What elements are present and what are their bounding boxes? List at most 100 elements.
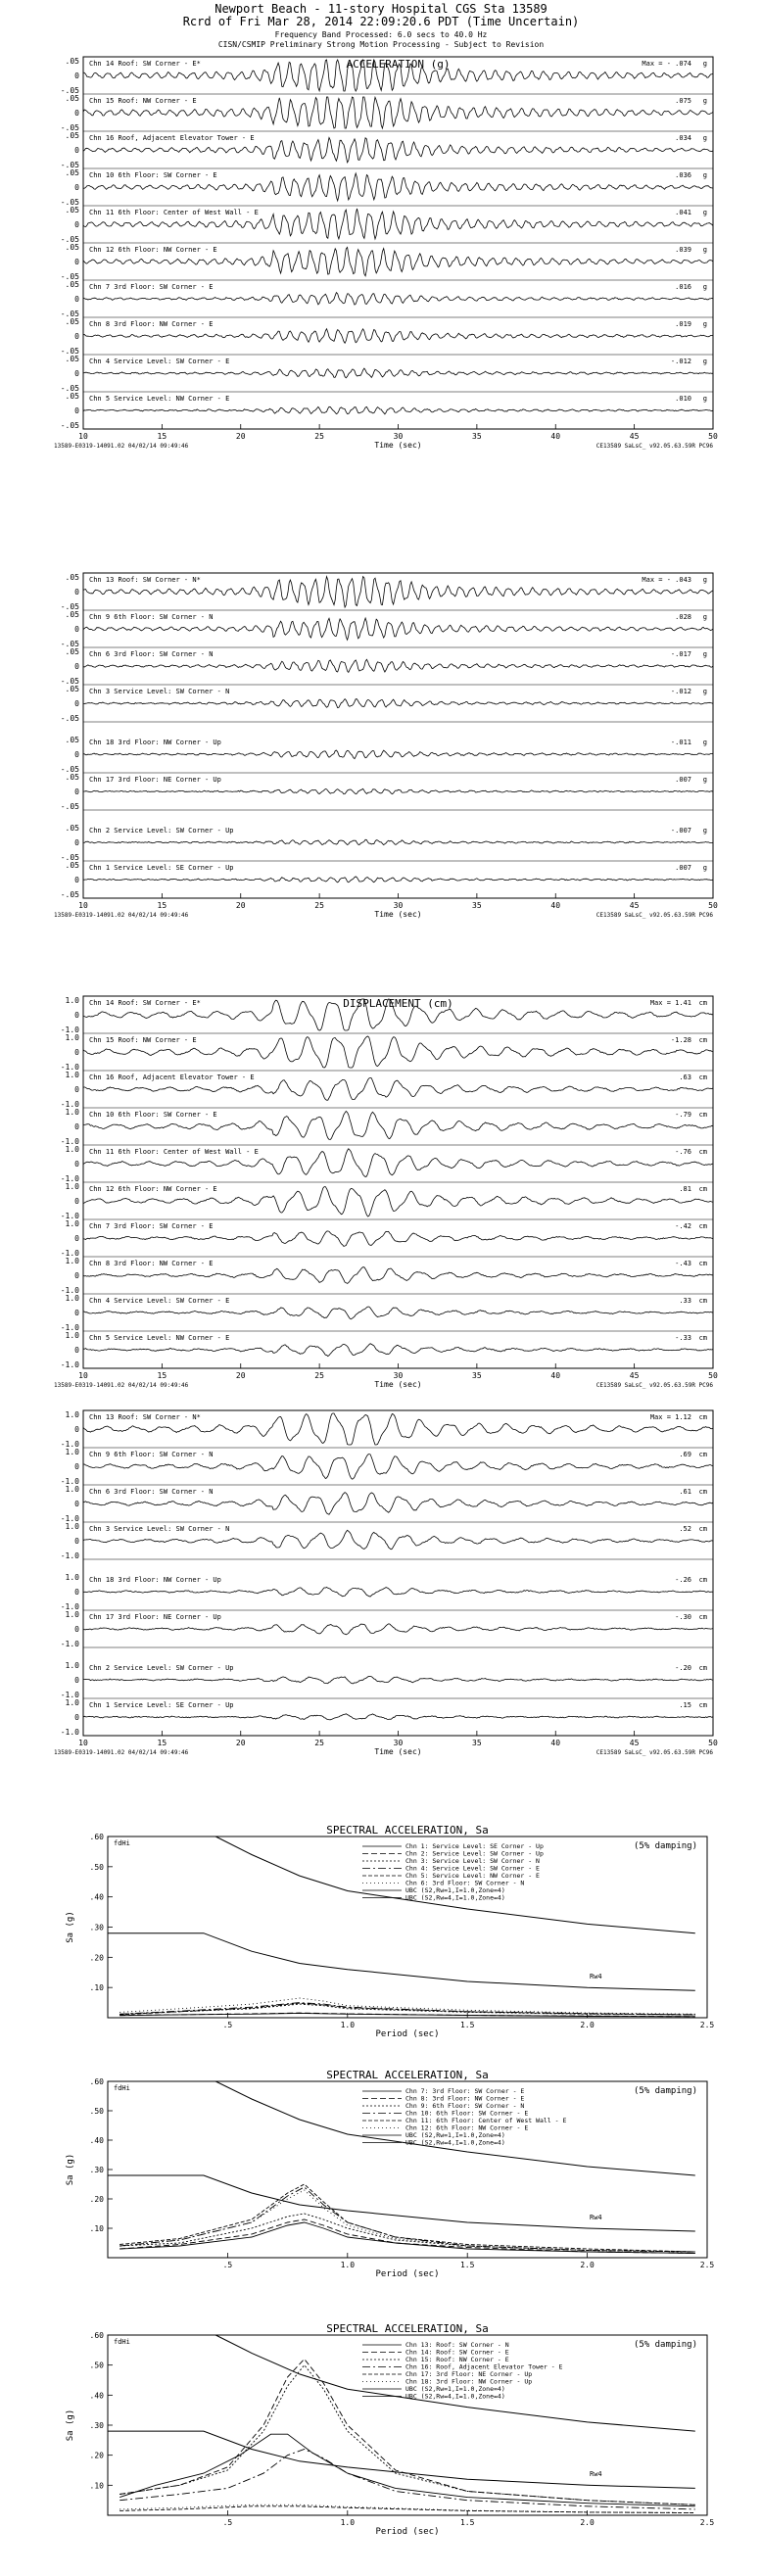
waveform-trace <box>82 1412 714 1446</box>
waveform-trace <box>82 1110 714 1140</box>
track-max-value: -.007 <box>671 827 691 835</box>
track-label: Chn 10 6th Floor: SW Corner - E <box>89 171 217 179</box>
track-ytick-top: .05 <box>66 824 80 833</box>
track-ytick-zero: 0 <box>74 369 79 378</box>
track-ytick-zero: 0 <box>74 750 79 759</box>
track-unit: cm <box>699 1451 707 1458</box>
track-ytick-bottom: -.05 <box>61 235 79 244</box>
track-ytick-zero: 0 <box>74 1462 79 1471</box>
track-ytick-top: 1.0 <box>66 1661 80 1670</box>
y-tick-label: .10 <box>90 1983 105 1992</box>
ubc-design-curve <box>214 2334 695 2432</box>
processing-id-footer: CE13589 SaLsC_ v92.05.63.59R PC96 <box>596 1382 714 1389</box>
track-max-value: .61 <box>679 1488 691 1496</box>
track-unit: cm <box>699 1111 707 1119</box>
legend-entry: Chn 13: Roof: SW Corner - N <box>405 2341 509 2349</box>
y-tick-label: .50 <box>90 2107 105 2116</box>
spectrum-series-line <box>119 2221 695 2254</box>
track-unit: cm <box>699 1488 707 1496</box>
track-unit: cm <box>699 1185 707 1193</box>
track-unit: g <box>703 576 707 584</box>
track-ytick-top: .05 <box>66 736 80 744</box>
track-max-value: .019 <box>675 320 691 328</box>
legend-entry: Chn 15: Roof: NW Corner - E <box>405 2356 509 2363</box>
track-max-value: -.43 <box>675 1260 691 1267</box>
track-ytick-zero: 0 <box>74 406 79 415</box>
track-ytick-zero: 0 <box>74 625 79 634</box>
track-ytick-bottom: -.05 <box>61 123 79 132</box>
track-ytick-bottom: -1.0 <box>61 1602 79 1611</box>
track-ytick-bottom: -.05 <box>61 602 79 611</box>
waveform-trace <box>82 1266 713 1284</box>
track-max-value: .036 <box>675 171 691 179</box>
x-tick-label: 10 <box>78 901 88 910</box>
track-ytick-top: .05 <box>66 280 80 289</box>
legend-entry: Chn 1: Service Level: SE Corner - Up <box>405 1842 544 1850</box>
spectrum-series-line <box>119 1997 695 2015</box>
x-tick-label: 20 <box>236 432 246 441</box>
track-ytick-top: .05 <box>66 861 80 870</box>
x-axis-label: Period (sec) <box>375 2029 439 2039</box>
waveform-trace <box>82 616 714 642</box>
legend-entry: Chn 2: Service Level: SW Corner - Up <box>405 1850 544 1858</box>
track-max-value: .075 <box>675 97 691 105</box>
track-max-value: Max = - .043 <box>642 576 691 584</box>
track-max-value: .041 <box>675 209 691 216</box>
track-ytick-zero: 0 <box>74 1085 79 1094</box>
track-ytick-zero: 0 <box>74 1122 79 1131</box>
legend-entry: UBC (S2,Rw=1,I=1.0,Zone=4) <box>405 2131 505 2139</box>
x-tick-label: .5 <box>223 2518 233 2527</box>
track-ytick-bottom: -.05 <box>61 86 79 95</box>
x-tick-label: 25 <box>314 1371 324 1380</box>
legend-entry: UBC (S2,Rw=1,I=1.0,Zone=4) <box>405 2385 505 2393</box>
x-tick-label: 15 <box>158 1739 167 1747</box>
ubc-design-curve <box>108 2174 695 2232</box>
legend-entry: Chn 4: Service Level: SW Corner - E <box>405 1865 540 1873</box>
x-tick-label: 50 <box>708 1739 718 1747</box>
track-unit: cm <box>699 1222 707 1230</box>
track-label: Chn 14 Roof: SW Corner - E* <box>89 999 201 1007</box>
x-tick-label: 1.0 <box>341 2261 356 2269</box>
track-ytick-bottom: -1.0 <box>61 1728 79 1737</box>
track-label: Chn 8 3rd Floor: NW Corner - E <box>89 320 213 328</box>
track-ytick-zero: 0 <box>74 295 79 304</box>
waveform-trace <box>82 1675 714 1685</box>
track-label: Chn 18 3rd Floor: NW Corner - Up <box>89 1576 221 1584</box>
track-unit: g <box>703 134 707 142</box>
track-label: Chn 4 Service Level: SW Corner - E <box>89 1297 229 1305</box>
processing-id-footer: CE13589 SaLsC_ v92.05.63.59R PC96 <box>596 1749 714 1756</box>
track-label: Chn 9 6th Floor: SW Corner - N <box>89 613 213 621</box>
track-ytick-bottom: -1.0 <box>61 1477 79 1486</box>
track-unit: cm <box>699 1613 707 1621</box>
track-unit: g <box>703 613 707 621</box>
track-max-value: -.79 <box>675 1111 691 1119</box>
x-tick-label: 1.0 <box>341 2518 356 2527</box>
x-tick-label: 25 <box>314 901 324 910</box>
track-ytick-zero: 0 <box>74 876 79 884</box>
waveform-trace <box>82 1454 713 1480</box>
frequency-band-note: Frequency Band Processed: 6.0 secs to 40… <box>274 30 488 39</box>
waveform-trace <box>82 658 714 674</box>
x-tick-label: 10 <box>78 1371 88 1380</box>
track-ytick-zero: 0 <box>74 1588 79 1597</box>
y-tick-label: .40 <box>90 1893 105 1902</box>
track-ytick-bottom: -1.0 <box>61 1514 79 1523</box>
x-axis-label: Time (sec) <box>374 1747 421 1756</box>
processing-id-footer: CE13589 SaLsC_ v92.05.63.59R PC96 <box>596 443 714 450</box>
panel-frame-1 <box>82 572 714 899</box>
track-unit: g <box>703 209 707 216</box>
track-max-value: -.30 <box>675 1613 691 1621</box>
track-label: Chn 6 3rd Floor: SW Corner - N <box>89 1488 213 1496</box>
track-ytick-top: 1.0 <box>66 1108 80 1117</box>
legend-entry: UBC (S2,Rw=4,I=1.0,Zone=4) <box>405 2139 505 2147</box>
record-id-footer: 13589-E0319-14091.02 04/02/14 09:49:46 <box>54 1749 189 1756</box>
x-axis-label: Time (sec) <box>374 910 421 919</box>
track-label: Chn 4 Service Level: SW Corner - E <box>89 358 229 365</box>
spectrum-series-line <box>119 2218 695 2254</box>
track-ytick-top: 1.0 <box>66 1294 80 1303</box>
legend-entry: Chn 11: 6th Floor: Center of West Wall -… <box>405 2117 566 2124</box>
track-ytick-bottom: -.05 <box>61 421 79 430</box>
track-label: Chn 12 6th Floor: NW Corner - E <box>89 246 217 254</box>
spectrum-series-line <box>119 2433 695 2507</box>
legend-entry: Chn 16: Roof, Adjacent Elevator Tower - … <box>405 2363 563 2371</box>
